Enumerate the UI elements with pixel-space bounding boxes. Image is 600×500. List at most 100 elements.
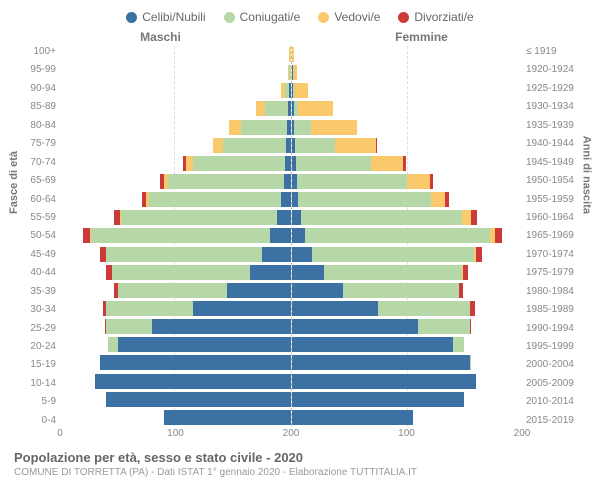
- bar: [106, 265, 290, 280]
- bar-seg-m: [265, 101, 288, 116]
- year-label: 1995-1999: [526, 341, 586, 352]
- bar-seg-c: [270, 228, 291, 243]
- male-side: [60, 46, 292, 426]
- gender-headers: Maschi Femmine: [14, 30, 586, 44]
- bar-seg-d: [376, 138, 377, 153]
- bar-seg-d: [470, 319, 471, 334]
- bar-row: [292, 391, 523, 408]
- bar: [229, 120, 290, 135]
- x-tick: 100: [398, 428, 415, 439]
- bar: [105, 319, 291, 334]
- age-label: 25-29: [14, 323, 56, 334]
- bar-seg-m: [378, 301, 470, 316]
- age-labels: 100+95-9990-9485-8980-8475-7970-7465-696…: [14, 46, 60, 426]
- bar-seg-c: [281, 192, 290, 207]
- year-label: 1920-1924: [526, 64, 586, 75]
- legend-label: Coniugati/e: [240, 10, 301, 24]
- bar-seg-m: [305, 228, 489, 243]
- bar-seg-d: [471, 210, 477, 225]
- bar-seg-c: [292, 210, 301, 225]
- bar-seg-m: [296, 156, 371, 171]
- bar-seg-m: [168, 174, 283, 189]
- year-label: 1980-1984: [526, 286, 586, 297]
- bar-seg-w: [431, 192, 445, 207]
- bar-row: [60, 227, 291, 244]
- bar-seg-m: [193, 156, 285, 171]
- bar-seg-m: [223, 138, 286, 153]
- bar-seg-c: [292, 228, 306, 243]
- bar-seg-d: [445, 192, 450, 207]
- bar-seg-w: [462, 210, 471, 225]
- bar-seg-w: [289, 47, 290, 62]
- bar-seg-m: [106, 247, 262, 262]
- bar-row: [292, 155, 523, 172]
- bar: [292, 120, 358, 135]
- bar: [292, 47, 294, 62]
- bar-seg-m: [108, 337, 117, 352]
- bar-seg-d: [430, 174, 433, 189]
- bar-row: [60, 336, 291, 353]
- bar-seg-c: [292, 392, 465, 407]
- plot: [60, 46, 522, 426]
- bar-seg-m: [324, 265, 462, 280]
- bar-seg-c: [286, 138, 291, 153]
- bar-seg-c: [292, 410, 413, 425]
- legend-item: Vedovi/e: [318, 10, 380, 24]
- bar-seg-c: [227, 283, 290, 298]
- bar-seg-c: [289, 83, 290, 98]
- y-axis-left-title: Fasce di età: [8, 151, 20, 214]
- bar: [292, 174, 434, 189]
- bar-row: [292, 191, 523, 208]
- bar-row: [292, 318, 523, 335]
- bar-seg-w: [213, 138, 222, 153]
- bar-seg-d: [463, 265, 468, 280]
- bar: [142, 192, 291, 207]
- bar-seg-c: [287, 120, 290, 135]
- age-label: 10-14: [14, 378, 56, 389]
- age-label: 70-74: [14, 157, 56, 168]
- bar-row: [60, 318, 291, 335]
- bar: [95, 374, 291, 389]
- bar-seg-d: [459, 283, 464, 298]
- bar: [292, 374, 476, 389]
- chart-title: Popolazione per età, sesso e stato civil…: [14, 450, 586, 465]
- bar-seg-m: [289, 65, 290, 80]
- bar-seg-m: [91, 228, 270, 243]
- age-label: 40-44: [14, 267, 56, 278]
- bar-seg-w: [371, 156, 403, 171]
- legend-item: Celibi/Nubili: [126, 10, 205, 24]
- age-label: 15-19: [14, 359, 56, 370]
- age-label: 75-79: [14, 138, 56, 149]
- bar-seg-m: [295, 138, 335, 153]
- bar-seg-c: [292, 374, 476, 389]
- year-label: 1950-1954: [526, 175, 586, 186]
- bar: [256, 101, 291, 116]
- legend: Celibi/NubiliConiugati/eVedovi/eDivorzia…: [14, 10, 586, 24]
- bar-seg-w: [311, 120, 357, 135]
- bar-row: [60, 64, 291, 81]
- header-female: Femmine: [291, 30, 522, 44]
- bar: [292, 83, 308, 98]
- bar: [292, 301, 475, 316]
- year-label: 1925-1929: [526, 83, 586, 94]
- bar: [292, 283, 464, 298]
- age-label: 95-99: [14, 64, 56, 75]
- bar-seg-w: [407, 174, 430, 189]
- bar-seg-m: [121, 210, 277, 225]
- bar-row: [60, 373, 291, 390]
- bar-seg-m: [343, 283, 458, 298]
- legend-swatch: [126, 12, 137, 23]
- age-label: 50-54: [14, 230, 56, 241]
- bar-seg-m: [301, 210, 462, 225]
- bar-seg-w: [298, 101, 333, 116]
- bar-seg-w: [256, 101, 265, 116]
- x-ticks-right: 100200: [291, 428, 522, 442]
- bar: [292, 410, 413, 425]
- year-label: 1955-1959: [526, 194, 586, 205]
- bar-row: [60, 391, 291, 408]
- age-label: 60-64: [14, 194, 56, 205]
- bar-seg-w: [229, 120, 241, 135]
- bar: [292, 156, 406, 171]
- bar-seg-c: [292, 247, 313, 262]
- bar-seg-m: [418, 319, 470, 334]
